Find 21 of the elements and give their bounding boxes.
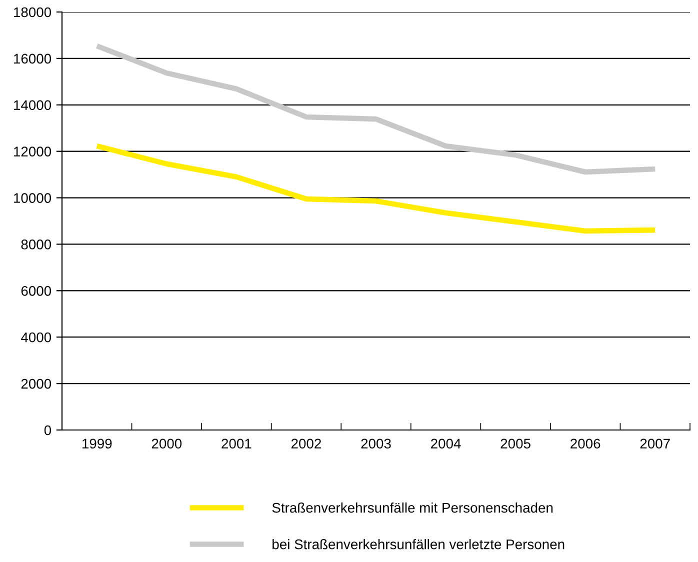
y-tick-label: 16000: [14, 54, 52, 64]
x-tick-label: 2000: [152, 438, 182, 449]
y-tick-label: 0: [44, 425, 52, 436]
x-tick-label: 2004: [431, 438, 461, 449]
legend-label: bei Straßenverkehrsunfällen verletzte Personen: [272, 539, 564, 550]
y-tick-label: 2000: [21, 378, 52, 389]
x-tick-label: 2001: [222, 438, 252, 449]
y-tick-label: 10000: [14, 193, 52, 203]
legend-label: Straßenverkehrsunfälle mit Personenschaden: [272, 502, 553, 513]
y-tick-label: 6000: [21, 286, 52, 296]
x-tick-label: 2007: [640, 438, 670, 449]
y-tick-label: 4000: [21, 332, 52, 342]
x-tick-label: 2006: [570, 438, 600, 449]
x-tick-label: 2002: [291, 438, 321, 449]
x-tick-label: 2005: [500, 438, 530, 449]
x-tick-label: 1999: [82, 438, 112, 449]
y-tick-label: 18000: [14, 7, 52, 18]
y-tick-label: 14000: [14, 100, 52, 110]
y-tick-label: 12000: [14, 146, 52, 157]
y-tick-label: 8000: [21, 240, 52, 250]
x-tick-label: 2003: [361, 438, 391, 449]
